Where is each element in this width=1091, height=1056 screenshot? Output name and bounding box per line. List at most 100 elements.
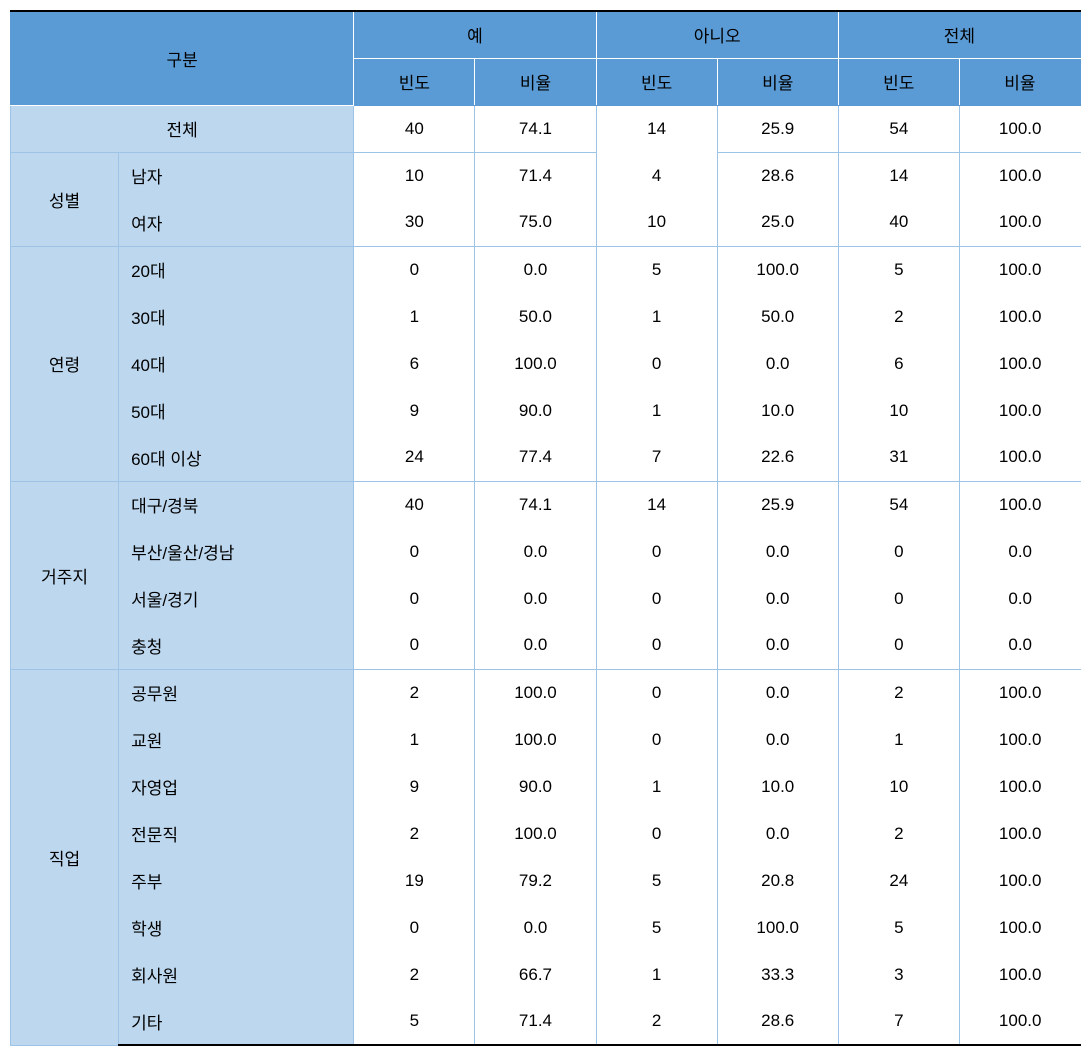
table-cell: 100.0 — [717, 246, 838, 293]
table-cell: 0 — [838, 528, 959, 575]
section-label: 거주지 — [11, 481, 119, 669]
total-row: 전체 40 74.1 14 25.9 54 100.0 — [11, 105, 1081, 152]
table-cell: 0.0 — [959, 575, 1080, 622]
table-cell: 100.0 — [959, 152, 1080, 199]
table-cell: 100.0 — [959, 246, 1080, 293]
table-cell: 9 — [354, 387, 475, 434]
table-cell: 0 — [354, 575, 475, 622]
table-cell: 90.0 — [475, 387, 596, 434]
table-cell: 0.0 — [475, 575, 596, 622]
table-cell: 1 — [596, 763, 717, 810]
header-sub-freq: 빈도 — [596, 58, 717, 105]
table-row: 30대150.0150.02100.0 — [11, 293, 1081, 340]
table-cell: 20.8 — [717, 857, 838, 904]
row-label: 학생 — [119, 904, 354, 951]
table-cell: 100.0 — [717, 904, 838, 951]
table-row: 부산/울산/경남00.000.000.0 — [11, 528, 1081, 575]
table-row: 성별남자1071.4428.614100.0 — [11, 152, 1081, 199]
table-cell: 0.0 — [717, 716, 838, 763]
table-row: 충청00.000.000.0 — [11, 622, 1081, 669]
table-cell: 0 — [596, 575, 717, 622]
row-label: 공무원 — [119, 669, 354, 716]
table-cell: 1 — [354, 293, 475, 340]
table-cell: 0.0 — [475, 528, 596, 575]
table-cell: 0.0 — [717, 810, 838, 857]
table-cell: 100.0 — [475, 340, 596, 387]
table-cell: 6 — [838, 340, 959, 387]
table-cell: 0 — [596, 810, 717, 857]
table-cell: 7 — [838, 998, 959, 1045]
table-row: 거주지대구/경북4074.11425.954100.0 — [11, 481, 1081, 528]
table-cell: 24 — [354, 434, 475, 481]
row-label: 대구/경북 — [119, 481, 354, 528]
table-cell: 0 — [596, 340, 717, 387]
header-group-total: 전체 — [838, 11, 1080, 58]
row-label: 20대 — [119, 246, 354, 293]
table-cell: 100.0 — [959, 434, 1080, 481]
table-cell: 90.0 — [475, 763, 596, 810]
table-cell: 0.0 — [959, 528, 1080, 575]
row-label: 60대 이상 — [119, 434, 354, 481]
table-cell: 100.0 — [475, 716, 596, 763]
table-row: 40대6100.000.06100.0 — [11, 340, 1081, 387]
table-cell: 0.0 — [959, 622, 1080, 669]
row-label: 여자 — [119, 199, 354, 246]
table-cell: 31 — [838, 434, 959, 481]
table-row: 60대 이상2477.4722.631100.0 — [11, 434, 1081, 481]
table-cell: 30 — [354, 199, 475, 246]
table-cell: 7 — [596, 434, 717, 481]
table-cell: 40 — [354, 481, 475, 528]
table-cell: 100.0 — [475, 810, 596, 857]
header-sub-rate: 비율 — [959, 58, 1080, 105]
table-cell: 0.0 — [475, 904, 596, 951]
table-cell: 4 — [596, 152, 717, 199]
section-label: 연령 — [11, 246, 119, 481]
header-group-no: 아니오 — [596, 11, 838, 58]
section-label: 성별 — [11, 152, 119, 246]
header-sub-rate: 비율 — [717, 58, 838, 105]
table-row: 연령20대00.05100.05100.0 — [11, 246, 1081, 293]
row-label: 30대 — [119, 293, 354, 340]
table-cell: 100.0 — [959, 669, 1080, 716]
table-cell: 100.0 — [959, 763, 1080, 810]
table-cell: 10 — [838, 763, 959, 810]
table-cell: 0.0 — [717, 622, 838, 669]
table-cell: 74.1 — [475, 105, 596, 152]
table-cell: 54 — [838, 105, 959, 152]
row-label: 부산/울산/경남 — [119, 528, 354, 575]
table-cell: 0 — [354, 528, 475, 575]
table-cell: 54 — [838, 481, 959, 528]
row-label: 서울/경기 — [119, 575, 354, 622]
table-cell: 100.0 — [959, 951, 1080, 998]
table-cell: 0 — [354, 622, 475, 669]
table-row: 기타571.4228.67100.0 — [11, 998, 1081, 1045]
table-cell: 0.0 — [475, 622, 596, 669]
table-row: 직업공무원2100.000.02100.0 — [11, 669, 1081, 716]
table-cell: 0 — [354, 246, 475, 293]
table-cell: 100.0 — [959, 716, 1080, 763]
table-cell: 1 — [596, 951, 717, 998]
table-cell: 25.0 — [717, 199, 838, 246]
table-header: 구분 예 아니오 전체 빈도 비율 빈도 비율 빈도 비율 — [11, 11, 1081, 105]
table-cell: 100.0 — [959, 387, 1080, 434]
header-sub-rate: 비율 — [475, 58, 596, 105]
table-cell: 9 — [354, 763, 475, 810]
table-cell: 10 — [354, 152, 475, 199]
table-cell: 28.6 — [717, 152, 838, 199]
table-row: 50대990.0110.010100.0 — [11, 387, 1081, 434]
row-label: 자영업 — [119, 763, 354, 810]
table-cell: 10 — [838, 387, 959, 434]
row-label: 충청 — [119, 622, 354, 669]
table-cell: 100.0 — [959, 481, 1080, 528]
table-cell: 2 — [354, 669, 475, 716]
table-cell: 3 — [838, 951, 959, 998]
table-cell: 1 — [596, 387, 717, 434]
table-cell: 10.0 — [717, 763, 838, 810]
table-cell: 50.0 — [475, 293, 596, 340]
table-cell: 0.0 — [717, 575, 838, 622]
table-cell: 2 — [838, 293, 959, 340]
row-label: 50대 — [119, 387, 354, 434]
table-cell: 0 — [596, 622, 717, 669]
table-cell: 100.0 — [959, 810, 1080, 857]
table-cell: 5 — [838, 904, 959, 951]
